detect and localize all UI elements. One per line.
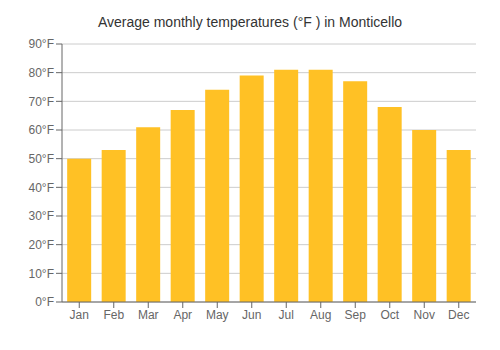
- svg-text:May: May: [206, 308, 229, 322]
- svg-text:20°F: 20°F: [29, 238, 54, 252]
- svg-text:Jun: Jun: [242, 308, 261, 322]
- svg-text:Sep: Sep: [345, 308, 367, 322]
- svg-text:70°F: 70°F: [29, 95, 54, 109]
- svg-text:30°F: 30°F: [29, 209, 54, 223]
- svg-text:60°F: 60°F: [29, 123, 54, 137]
- svg-text:Dec: Dec: [448, 308, 469, 322]
- svg-text:50°F: 50°F: [29, 152, 54, 166]
- svg-text:Aug: Aug: [310, 308, 331, 322]
- svg-text:Nov: Nov: [414, 308, 435, 322]
- svg-text:Jan: Jan: [70, 308, 89, 322]
- svg-text:Feb: Feb: [103, 308, 124, 322]
- svg-text:Apr: Apr: [173, 308, 192, 322]
- svg-text:40°F: 40°F: [29, 181, 54, 195]
- svg-text:Oct: Oct: [380, 308, 399, 322]
- html-text:Average monthly temperatures (: Average monthly temperatures (°F ) in Mo…: [97, 14, 403, 30]
- svg-text:90°F: 90°F: [29, 37, 54, 51]
- svg-text:10°F: 10°F: [29, 267, 54, 281]
- svg-text:Jul: Jul: [279, 308, 294, 322]
- svg-text:Mar: Mar: [138, 308, 159, 322]
- svg-text:80°F: 80°F: [29, 66, 54, 80]
- svg-text:0°F: 0°F: [35, 295, 54, 309]
